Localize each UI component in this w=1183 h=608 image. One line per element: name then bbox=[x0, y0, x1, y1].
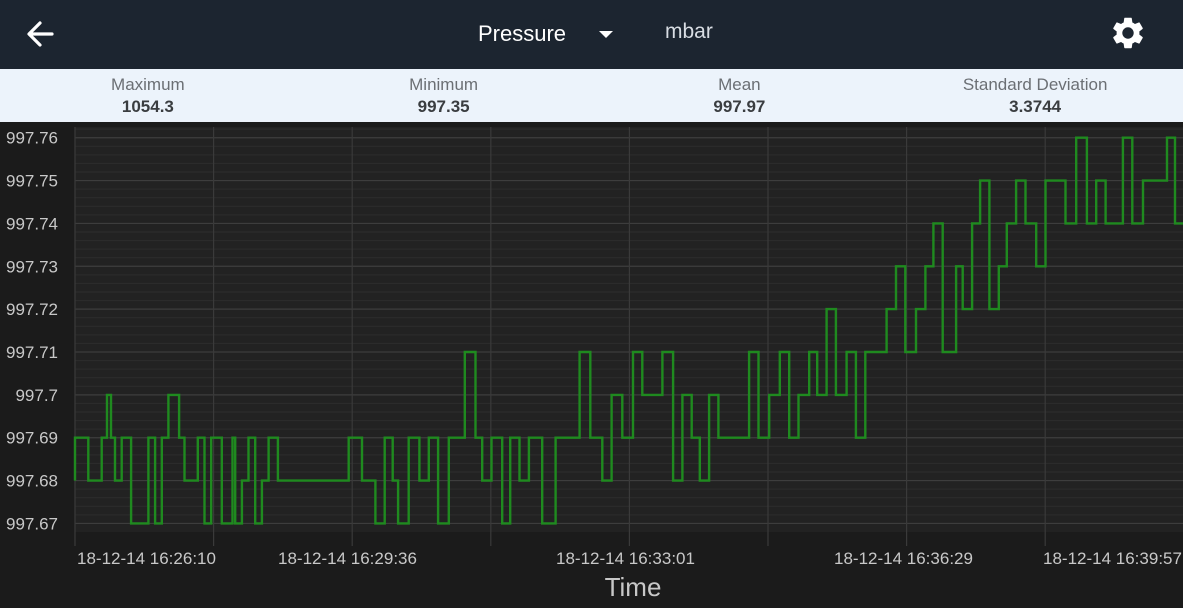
stat-maximum: Maximum 1054.3 bbox=[0, 69, 296, 122]
y-axis-ticks: 997.76 997.75 997.74 997.73 997.72 997.71 997.… bbox=[6, 129, 58, 534]
stat-minimum: Minimum 997.35 bbox=[296, 69, 592, 122]
y-tick-label: 997.75 bbox=[6, 172, 58, 191]
gear-icon bbox=[1113, 17, 1143, 49]
back-button[interactable] bbox=[22, 16, 60, 52]
settings-button[interactable] bbox=[1109, 14, 1147, 52]
top-app-bar: Pressure mbar bbox=[0, 0, 1183, 69]
x-axis-ticks: 18-12-14 16:26:10 18-12-14 16:29:36 18-12-… bbox=[77, 549, 1182, 568]
stat-label: Maximum bbox=[111, 75, 185, 94]
pressure-line-chart[interactable]: 997.76 997.75 997.74 997.73 997.72 997.71 997.… bbox=[0, 122, 1183, 608]
x-tick-label: 18-12-14 16:33:01 bbox=[556, 549, 695, 568]
y-tick-label: 997.68 bbox=[6, 472, 58, 491]
y-tick-label: 997.74 bbox=[6, 214, 58, 233]
x-tick-label: 18-12-14 16:29:36 bbox=[278, 549, 417, 568]
statistics-bar: Maximum 1054.3 Minimum 997.35 Mean 997.9… bbox=[0, 69, 1183, 122]
stat-value: 1054.3 bbox=[121, 97, 174, 116]
stat-standard-deviation: Standard Deviation 3.3744 bbox=[887, 69, 1183, 122]
y-tick-label: 997.72 bbox=[6, 300, 58, 319]
stat-label: Minimum bbox=[409, 75, 479, 94]
caret-down-icon bbox=[599, 31, 614, 38]
y-tick-label: 997.69 bbox=[6, 429, 58, 448]
stat-value: 3.3744 bbox=[1009, 97, 1062, 116]
series-line bbox=[73, 136, 1183, 525]
arrow-left-icon bbox=[27, 21, 54, 47]
sensor-dropdown[interactable]: Pressure bbox=[478, 14, 616, 54]
y-tick-label: 997.71 bbox=[6, 343, 58, 362]
stat-label: Standard Deviation bbox=[962, 75, 1108, 94]
y-tick-label: 997.67 bbox=[6, 514, 58, 533]
grid-lines bbox=[74, 127, 1183, 546]
unit-label: mbar bbox=[665, 20, 713, 43]
y-tick-label: 997.7 bbox=[15, 386, 58, 405]
stat-value: 997.35 bbox=[417, 97, 470, 116]
x-tick-label: 18-12-14 16:39:57 bbox=[1043, 549, 1182, 568]
stat-label: Mean bbox=[718, 75, 761, 94]
stat-mean: Mean 997.97 bbox=[592, 69, 888, 122]
sensor-label: Pressure bbox=[478, 21, 567, 46]
x-tick-label: 18-12-14 16:36:29 bbox=[834, 549, 973, 568]
x-tick-label: 18-12-14 16:26:10 bbox=[77, 549, 216, 568]
stat-value: 997.97 bbox=[713, 97, 766, 116]
y-tick-label: 997.76 bbox=[6, 129, 58, 148]
x-axis-title: Time bbox=[605, 572, 662, 602]
y-tick-label: 997.73 bbox=[6, 257, 58, 276]
